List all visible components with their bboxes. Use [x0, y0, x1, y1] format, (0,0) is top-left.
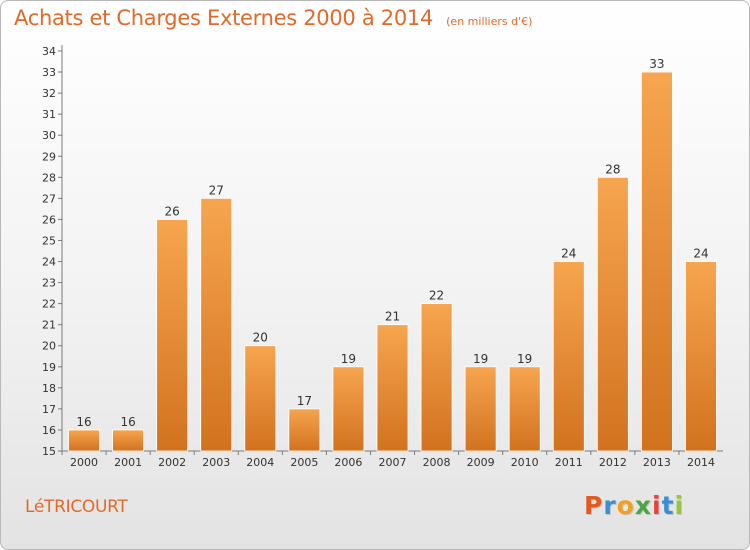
y-tick-label: 24 [42, 256, 56, 269]
axes: 15 16 17 18 19 20 21 22 23 24 25 26 27 28 29 30 31 32 33 34 [42, 45, 723, 458]
data-labels: 16 2000 16 2001 26 2002 27 2003 20 2004 17 2005 19 20… [70, 57, 715, 469]
data-label-2011: 24 [561, 247, 576, 261]
x-tick-label-2002: 2002 [158, 456, 186, 469]
y-tick-label: 21 [42, 319, 56, 332]
x-tick-label-2003: 2003 [202, 456, 230, 469]
bar-2003 [200, 197, 233, 452]
x-tick-label-2011: 2011 [555, 456, 583, 469]
chart-subtitle: (en milliers d'€) [446, 15, 533, 28]
data-label-2013: 33 [649, 57, 664, 71]
bar-2005 [288, 408, 321, 452]
data-label-2006: 19 [341, 352, 356, 366]
y-tick-label: 29 [42, 150, 56, 163]
logo-letter: o [616, 491, 635, 520]
x-tick-label-2013: 2013 [643, 456, 671, 469]
x-tick-label-2007: 2007 [379, 456, 407, 469]
y-tick-label: 15 [42, 445, 56, 458]
y-tick-label: 18 [42, 382, 56, 395]
x-tick-label-2000: 2000 [70, 456, 98, 469]
logo-letter: i [652, 491, 662, 520]
y-tick-label: 25 [42, 234, 56, 247]
y-tick-label: 19 [42, 361, 56, 374]
data-label-2012: 28 [605, 162, 620, 176]
data-label-2008: 22 [429, 289, 444, 303]
bar-2010 [508, 366, 541, 452]
y-tick-label: 16 [42, 424, 56, 437]
y-tick-label: 31 [42, 108, 56, 121]
y-tick-label: 28 [42, 171, 56, 184]
data-label-2005: 17 [297, 394, 312, 408]
y-tick-label: 17 [42, 403, 56, 416]
x-tick-label-2006: 2006 [334, 456, 362, 469]
bar-2008 [420, 303, 453, 452]
x-tick-label-2010: 2010 [511, 456, 539, 469]
data-label-2001: 16 [120, 415, 135, 429]
bar-2011 [552, 261, 585, 452]
bar-2007 [376, 324, 409, 452]
y-tick-label: 30 [42, 129, 56, 142]
data-label-2000: 16 [76, 415, 91, 429]
x-tick-label-2008: 2008 [423, 456, 451, 469]
bar-2014 [685, 261, 717, 452]
logo-letter: P [584, 491, 604, 520]
data-label-2002: 26 [165, 204, 180, 218]
logo-letter: t [661, 491, 675, 520]
x-tick-label-2014: 2014 [687, 456, 715, 469]
x-tick-label-2012: 2012 [599, 456, 627, 469]
x-tick-label-2005: 2005 [290, 456, 318, 469]
x-tick-label-2004: 2004 [246, 456, 274, 469]
bar-2009 [464, 366, 497, 452]
data-label-2010: 19 [517, 352, 532, 366]
x-tick-label-2001: 2001 [114, 456, 142, 469]
bar-2002 [156, 219, 189, 452]
bar-2000 [68, 429, 100, 452]
y-tick-label: 26 [42, 213, 56, 226]
y-tick-label: 20 [42, 340, 56, 353]
logo-letter: i [674, 491, 685, 520]
data-label-2004: 20 [253, 331, 268, 345]
bar-2001 [112, 429, 144, 452]
x-tick-label-2009: 2009 [467, 456, 495, 469]
bar-2006 [332, 366, 365, 452]
y-tick-label: 34 [42, 45, 56, 58]
y-tick-label: 33 [42, 66, 56, 79]
bar-2004 [244, 345, 277, 452]
y-tick-label: 32 [42, 87, 56, 100]
y-tick-label: 22 [42, 298, 56, 311]
title-row: Achats et Charges Externes 2000 à 2014 (… [14, 6, 532, 30]
data-label-2014: 24 [693, 247, 708, 261]
data-label-2009: 19 [473, 352, 488, 366]
bars [68, 71, 717, 452]
commune-name: LéTRICOURT [25, 497, 128, 517]
proxiti-logo[interactable]: Proxiti [584, 491, 684, 520]
chart-title: Achats et Charges Externes 2000 à 2014 [14, 6, 434, 30]
logo-letter: x [634, 491, 652, 520]
y-tick-label: 27 [42, 192, 56, 205]
data-label-2003: 27 [209, 183, 224, 197]
logo-letter: r [603, 491, 617, 520]
y-tick-label: 23 [42, 277, 56, 290]
data-label-2007: 21 [385, 310, 400, 324]
bar-2013 [641, 71, 673, 452]
bar-2012 [596, 176, 629, 452]
